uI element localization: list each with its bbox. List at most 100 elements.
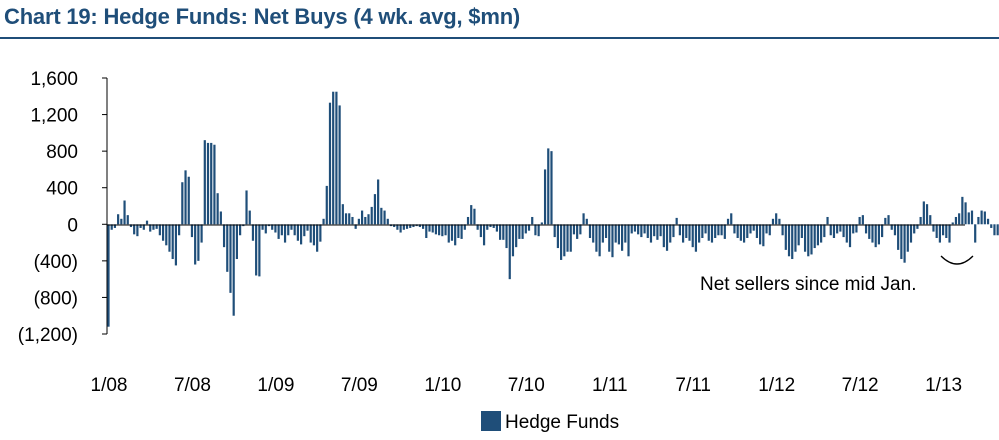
bar	[630, 224, 633, 234]
bar	[884, 217, 887, 225]
bar	[707, 224, 710, 241]
bar	[360, 210, 364, 225]
bar	[842, 224, 845, 238]
bar	[203, 140, 206, 225]
bar	[855, 224, 858, 233]
bar	[791, 224, 794, 260]
legend: Hedge Funds	[481, 411, 619, 433]
bar	[800, 224, 803, 238]
bar	[781, 224, 784, 236]
bar	[441, 224, 444, 237]
bar	[174, 224, 178, 266]
bar	[816, 224, 820, 246]
x-tick-label: 1/09	[257, 375, 294, 396]
bar	[820, 224, 823, 243]
bar	[823, 224, 826, 238]
bar	[264, 224, 267, 234]
annotation-bracket	[940, 255, 974, 265]
bar	[604, 224, 608, 238]
x-tick-label: 7/12	[842, 375, 879, 396]
bar	[768, 224, 771, 236]
bar	[206, 142, 210, 225]
bar	[633, 224, 637, 232]
bar	[492, 224, 495, 228]
bar	[524, 224, 527, 234]
bar	[142, 224, 145, 230]
bar	[871, 224, 874, 243]
bar	[553, 224, 556, 238]
bar	[312, 224, 316, 246]
bar	[463, 224, 466, 230]
bar	[325, 185, 328, 225]
bar	[197, 224, 200, 261]
bar	[576, 224, 579, 239]
bar	[932, 224, 935, 232]
bar	[807, 224, 810, 257]
bar	[367, 214, 370, 225]
bar	[277, 224, 280, 239]
bar	[412, 224, 415, 228]
bar	[476, 224, 479, 230]
bar	[158, 224, 161, 236]
bar	[755, 224, 759, 238]
bar	[887, 215, 890, 225]
bar	[117, 214, 120, 225]
bar	[701, 224, 704, 238]
annotation: Net sellers since mid Jan.	[700, 255, 974, 295]
bar	[168, 224, 171, 252]
bar	[380, 207, 383, 225]
bar	[784, 224, 787, 250]
x-axis: 1/08 7/08 1/09 7/09 1/10 7/10 1/11 7/11 1/12 7/12…	[91, 224, 965, 396]
bar	[527, 224, 531, 231]
bar	[836, 224, 839, 234]
bar	[691, 224, 694, 248]
bar	[187, 176, 190, 225]
bar	[839, 224, 842, 232]
bar	[444, 224, 447, 236]
bar	[486, 224, 489, 230]
bar	[123, 200, 126, 225]
bar	[136, 224, 139, 237]
bar	[582, 213, 585, 225]
bar	[935, 224, 938, 238]
bar	[749, 224, 752, 234]
bar	[341, 204, 344, 225]
bar	[348, 213, 351, 225]
y-tick-label: 1,200	[30, 106, 78, 127]
bar	[733, 224, 736, 234]
bar	[579, 224, 582, 235]
bar	[110, 224, 113, 230]
bar	[335, 91, 338, 225]
bar	[155, 224, 158, 229]
bar	[200, 224, 203, 243]
bar	[181, 182, 184, 225]
x-tick-label: 1/08	[91, 375, 128, 396]
legend-label: Hedge Funds	[505, 412, 619, 433]
bar	[694, 224, 698, 252]
bar	[113, 224, 117, 228]
bar	[874, 224, 877, 248]
bar	[611, 224, 614, 258]
bar	[373, 194, 377, 225]
bar	[669, 224, 672, 243]
bar	[322, 218, 325, 225]
bar	[431, 224, 434, 233]
bar	[235, 224, 238, 260]
bar	[515, 224, 518, 248]
bar	[190, 224, 194, 238]
bar	[293, 224, 296, 236]
bar	[396, 224, 399, 230]
bar	[409, 224, 412, 228]
bar	[319, 224, 322, 242]
bar	[900, 224, 903, 260]
bar	[868, 224, 871, 239]
x-tick-label: 7/11	[675, 375, 711, 396]
bar	[107, 224, 110, 327]
bar	[948, 224, 951, 243]
bars	[107, 91, 999, 327]
chart-title: Chart 19: Hedge Funds: Net Buys (4 wk. a…	[4, 4, 521, 29]
bar	[402, 224, 405, 230]
bar	[569, 224, 572, 252]
bar	[271, 224, 274, 230]
bar	[226, 224, 229, 272]
